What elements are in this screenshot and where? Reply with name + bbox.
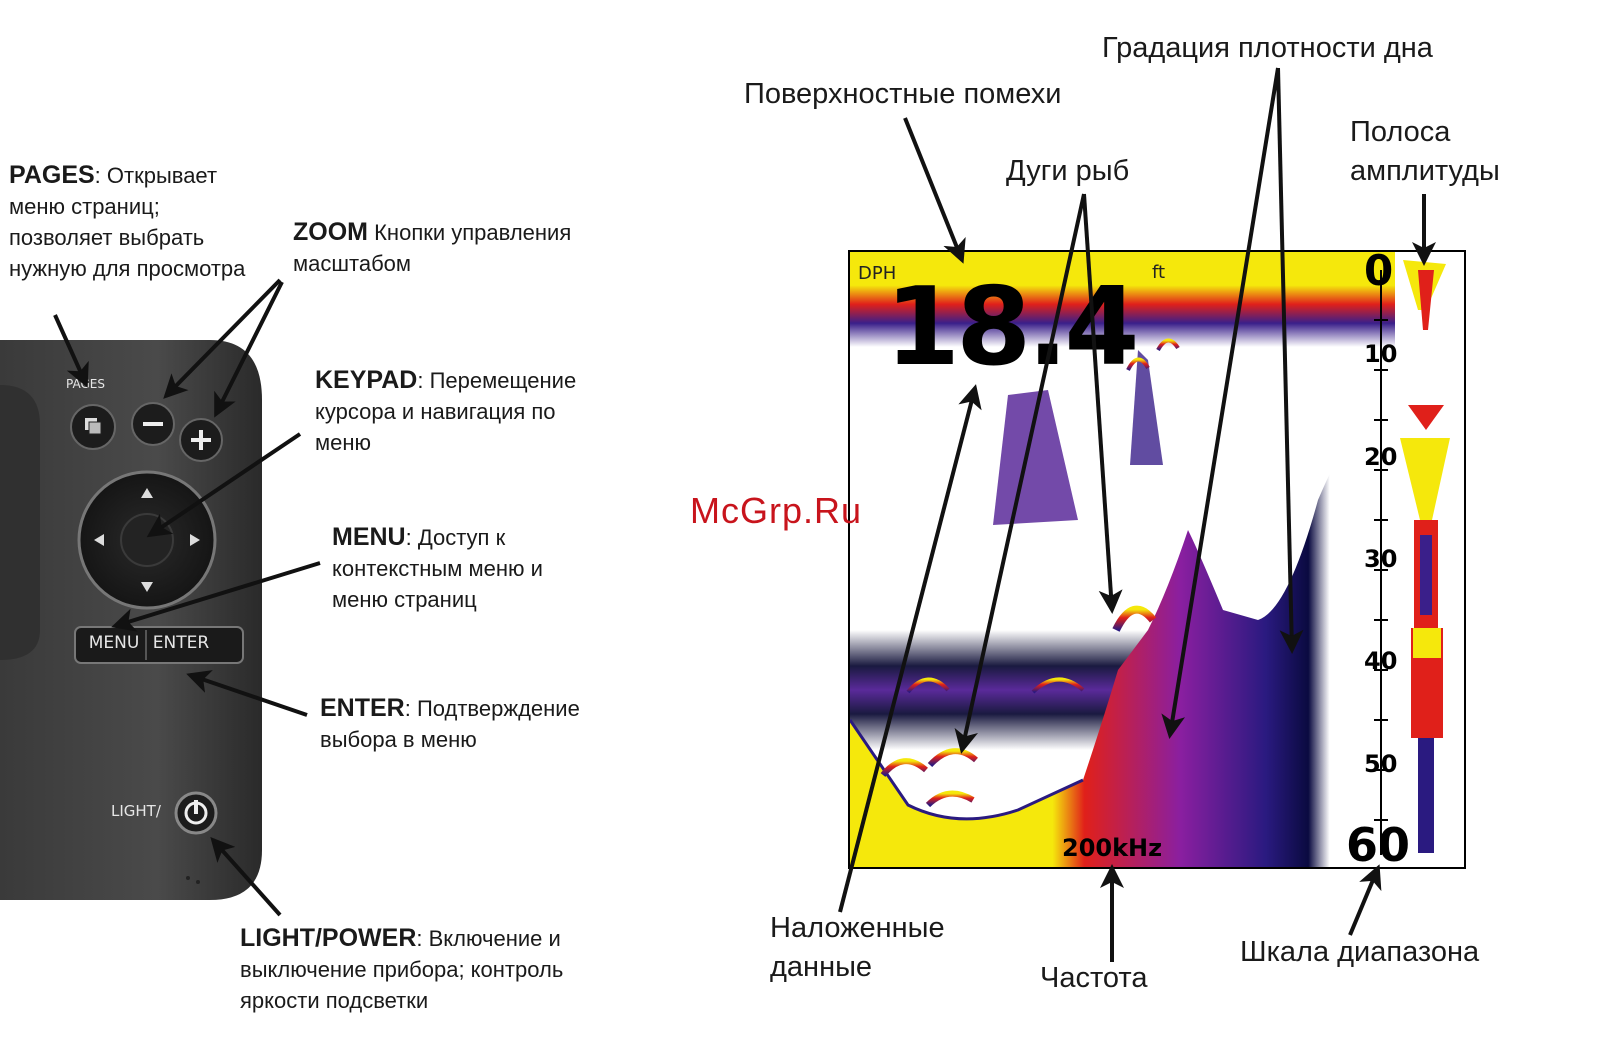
light-label-text: : Включение и выключение прибора; контро… — [240, 926, 564, 1013]
enter-label: ENTER: Подтверждение выбора в меню — [320, 693, 610, 755]
overlay-caption-line2: данные — [770, 951, 873, 983]
scale-tick-label: 50 — [1364, 750, 1398, 778]
fish-school — [993, 390, 1078, 525]
scale-tick-label: 20 — [1364, 443, 1398, 471]
scale-tick-label: 30 — [1364, 545, 1398, 573]
enter-label-text: : Подтверждение выбора в меню — [320, 696, 580, 752]
pages-arrow — [53, 314, 89, 388]
fish-arc — [1031, 677, 1085, 694]
fish-arc — [1156, 338, 1180, 352]
zoom-label-text: Кнопки управления масштабом — [293, 220, 572, 276]
bottom-density-arrow — [1276, 67, 1304, 654]
keypad-arrow — [146, 432, 302, 538]
amplitude-strip — [1400, 260, 1450, 853]
pages-label-text: : Открывает меню страниц; позволяет выбр… — [9, 163, 246, 281]
down-arrow-icon — [141, 582, 153, 592]
scale-tick-label: 40 — [1364, 647, 1398, 675]
keypad-label: KEYPAD: Перемещение курсора и навигация … — [315, 365, 595, 458]
bottom-density-caption: Градация плотности дна — [1102, 32, 1433, 64]
fish-arc — [927, 748, 978, 768]
range-scale-caption: Шкала диапазона — [1240, 936, 1480, 968]
bottom-profile — [850, 400, 1383, 869]
light-label: LIGHT/POWER: Включение и выключение приб… — [240, 923, 600, 1016]
enter-label-title: ENTER — [320, 694, 405, 722]
fish-arc — [1126, 357, 1150, 371]
watermark: McGrp.Ru — [690, 490, 863, 531]
frequency-caption: Частота — [1040, 962, 1148, 994]
menu-button[interactable]: MENU — [88, 633, 140, 653]
fish-arc — [1112, 605, 1157, 632]
keypad-label-title: KEYPAD — [315, 366, 418, 394]
menu-label: MENU: Доступ к контекстным меню и меню с… — [332, 522, 582, 615]
bottom-density-arrow — [1161, 67, 1280, 739]
scale-tick-label: 0 — [1364, 246, 1394, 295]
zoom-label: ZOOM Кнопки управления масштабом — [293, 217, 593, 279]
zoom-arrow — [214, 281, 284, 418]
overlay-caption-line1: Наложенные — [770, 912, 945, 944]
fish-arc — [925, 790, 975, 808]
menu-label-title: MENU — [332, 523, 406, 551]
sonar-screen — [848, 250, 1466, 869]
dph-label: DPH — [858, 263, 897, 284]
surface-clutter — [850, 252, 1395, 347]
pages-label-title: PAGES — [9, 161, 95, 189]
range-scale-arrow — [1348, 864, 1382, 936]
fish-arc — [906, 677, 950, 694]
fish-arcs-caption: Дуги рыб — [1006, 155, 1130, 187]
keypad-label-text: : Перемещение курсора и навигация по мен… — [315, 368, 577, 455]
amplitude-caption-line2: амплитуды — [1350, 155, 1500, 187]
menu-enter-bar — [74, 626, 244, 664]
left-arrow-icon — [94, 534, 104, 546]
menu-arrow — [111, 561, 321, 632]
scale-tick-label: 10 — [1364, 340, 1398, 368]
amplitude-caption-line1: Полоса — [1350, 116, 1451, 148]
enter-button[interactable]: ENTER — [152, 633, 210, 653]
range-scale-ticks — [1374, 319, 1388, 821]
minus-icon — [143, 422, 163, 426]
up-arrow-icon — [141, 488, 153, 498]
surface-clutter-caption: Поверхностные помехи — [744, 78, 1062, 110]
overlay-arrow — [838, 384, 982, 913]
zoom-arrow — [163, 278, 282, 399]
pages-label: PAGES: Открывает меню страниц; позволяет… — [9, 160, 259, 284]
light-device-label: LIGHT/ — [111, 802, 161, 820]
fish-arcs-arrow — [954, 193, 1086, 754]
light-label-title: LIGHT/POWER — [240, 924, 417, 952]
fish-arc — [880, 758, 928, 777]
enter-arrow — [186, 670, 308, 717]
frequency-readout: 200kHz — [1062, 834, 1163, 862]
zoom-label-title: ZOOM — [293, 218, 368, 246]
scale-tick-label: 60 — [1346, 818, 1411, 872]
menu-label-text: : Доступ к контекстным меню и меню стран… — [332, 525, 543, 612]
fish-arcs-arrow — [1082, 193, 1123, 614]
light-arrow — [210, 837, 282, 917]
right-arrow-icon — [190, 534, 200, 546]
unit-label: ft — [1152, 262, 1166, 283]
surface-clutter-arrow — [903, 117, 966, 264]
